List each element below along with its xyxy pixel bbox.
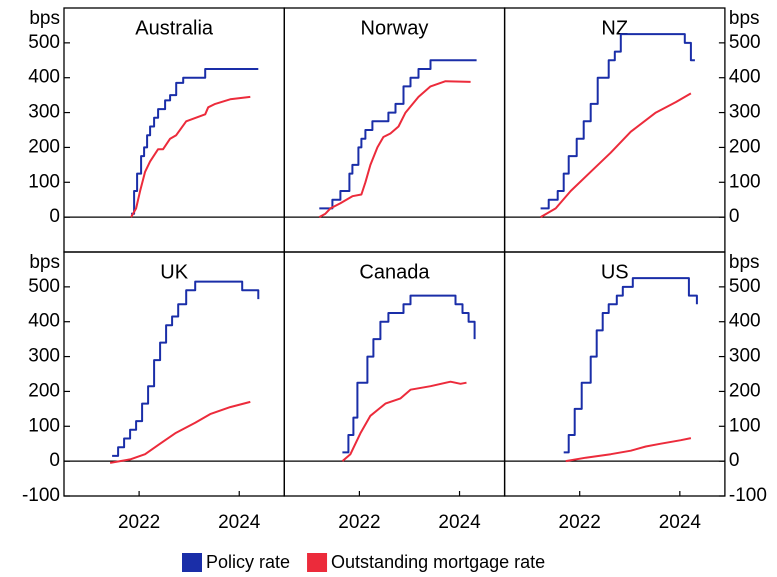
y-tick-label: 400 [729, 67, 761, 88]
panel-frame [503, 251, 726, 497]
y-tick-label: 200 [28, 136, 60, 157]
y-tick-label: 200 [729, 136, 761, 157]
x-tick-label: 2022 [559, 512, 601, 533]
legend-swatch [182, 553, 202, 572]
panel-title: Norway [361, 17, 429, 39]
mortgage-line [540, 92, 692, 218]
panel-title: Australia [135, 17, 214, 39]
policy-line [540, 33, 695, 210]
x-tick-label: 2024 [438, 512, 481, 533]
y-tick-label: 400 [28, 311, 60, 332]
x-tick-label: 2024 [218, 512, 261, 533]
x-tick-label: 2022 [338, 512, 380, 533]
x-tick-label: 2024 [659, 512, 702, 533]
y-tick-label: 300 [28, 102, 60, 123]
y-tick-label: -100 [22, 485, 60, 506]
y-tick-label: 100 [729, 415, 761, 436]
y-tick-label: 500 [28, 32, 60, 53]
policy-line [342, 294, 476, 454]
y-tick-label: 200 [729, 380, 761, 401]
mortgage-line [565, 437, 692, 463]
y-axis-label: bps [29, 252, 60, 273]
y-tick-label: 500 [28, 276, 60, 297]
legend-label: Policy rate [206, 552, 290, 572]
policy-line [131, 68, 259, 215]
y-tick-label: 400 [28, 67, 60, 88]
y-tick-label: 500 [729, 276, 761, 297]
panel-title: US [601, 261, 629, 283]
panel-frame [63, 251, 285, 497]
panel-title: UK [160, 261, 188, 283]
policy-line [319, 59, 477, 210]
mortgage-line [341, 380, 467, 462]
y-tick-label: -100 [729, 485, 767, 506]
y-tick-label: 0 [729, 206, 740, 227]
y-axis-label: bps [729, 252, 760, 273]
y-tick-label: 300 [28, 346, 60, 367]
y-tick-label: 300 [729, 102, 761, 123]
y-axis-label: bps [29, 8, 60, 29]
legend-swatch [307, 553, 328, 572]
y-tick-label: 0 [49, 450, 60, 471]
mortgage-line [109, 400, 251, 464]
y-tick-label: 100 [28, 171, 60, 192]
y-tick-label: 500 [729, 32, 761, 53]
y-tick-label: 100 [729, 171, 761, 192]
y-tick-label: 0 [49, 206, 60, 227]
mortgage-line [130, 95, 251, 218]
y-tick-label: 200 [28, 380, 60, 401]
panel-title: NZ [601, 17, 628, 39]
panel-title: Canada [359, 261, 430, 283]
mortgage-line [318, 80, 471, 218]
legend-label: Outstanding mortgage rate [331, 552, 545, 572]
x-tick-label: 2022 [118, 512, 160, 533]
y-tick-label: 300 [729, 346, 761, 367]
policy-line [563, 277, 698, 454]
y-axis-label: bps [729, 8, 760, 29]
y-tick-label: 100 [28, 415, 60, 436]
y-tick-label: 0 [729, 450, 740, 471]
y-tick-label: 400 [729, 311, 761, 332]
panel-frame [283, 251, 506, 497]
panel-frame [63, 7, 285, 253]
policy-line [112, 280, 260, 457]
